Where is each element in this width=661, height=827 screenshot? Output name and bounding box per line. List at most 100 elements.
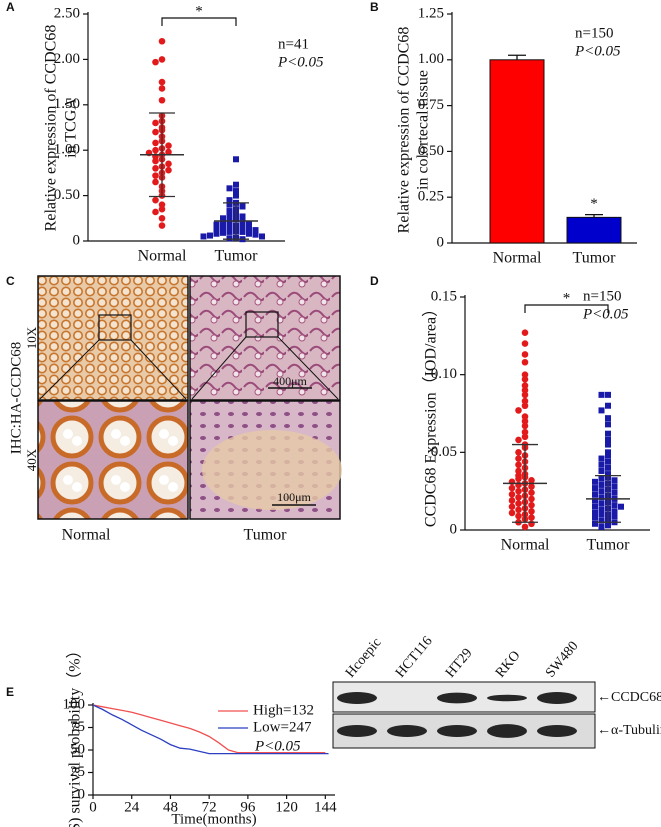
band: [537, 725, 577, 737]
point: [528, 520, 535, 528]
y-axis-label: Relative expression of CCDC68: [43, 25, 60, 232]
point: [611, 483, 618, 490]
x-tick-label: Normal: [138, 248, 187, 265]
point: [605, 391, 611, 398]
sd-bar: [149, 112, 175, 198]
y-tick-label: 2.50: [54, 5, 80, 21]
lane-label: Hcoepic: [343, 635, 384, 680]
annotation: P<0.05: [277, 54, 324, 70]
y-tick-label: 0.10: [431, 366, 457, 382]
point: [515, 500, 522, 507]
point: [233, 192, 239, 199]
point: [252, 231, 259, 238]
point: [598, 391, 605, 398]
point: [200, 233, 207, 240]
point: [233, 188, 239, 195]
point: [213, 230, 220, 237]
panel-label: D: [370, 274, 379, 288]
side-label: IHC:HA-CCDC68: [8, 342, 24, 455]
point: [158, 201, 166, 208]
bracket: [524, 304, 609, 313]
point: [152, 119, 159, 127]
ihc-images: [37, 275, 342, 520]
y-tick-label: 0.05: [431, 444, 457, 460]
point: [611, 489, 618, 496]
point: [592, 509, 598, 516]
point: [605, 430, 611, 437]
band: [387, 725, 427, 737]
point: [515, 455, 522, 462]
point: [515, 512, 522, 520]
y-tick-label: 0: [73, 232, 81, 248]
point: [515, 481, 522, 489]
annotation: n=150: [583, 288, 621, 304]
point: [598, 467, 605, 474]
point: [598, 517, 605, 524]
y-tick-label: 0.50: [54, 187, 80, 203]
y-axis-label: Relative expression of CCDC68: [396, 27, 413, 234]
point: [521, 391, 529, 399]
point: [598, 488, 605, 495]
point: [152, 172, 159, 179]
point: [605, 402, 611, 409]
point: [226, 197, 233, 204]
x-tick-label: 0: [89, 799, 97, 815]
point: [152, 146, 159, 154]
point: [528, 501, 535, 509]
annotation: n=150: [575, 25, 613, 41]
point: [515, 506, 522, 514]
point: [618, 503, 624, 510]
point: [598, 407, 605, 414]
y-axis-label: CCDC68 Expression（IOD/area）: [422, 301, 440, 527]
point: [521, 371, 529, 378]
x-tick-label: Normal: [501, 537, 550, 554]
point: [521, 428, 529, 436]
point: [598, 523, 605, 530]
annotation: P<0.05: [574, 43, 621, 59]
point: [605, 464, 611, 471]
bracket: [161, 17, 237, 26]
band-label: ←CCDC68: [597, 690, 661, 705]
point: [605, 421, 611, 428]
y-tick-label: 0.50: [418, 143, 444, 159]
point: [521, 417, 529, 425]
point: [207, 232, 213, 239]
point: [521, 376, 529, 383]
point: [521, 523, 529, 531]
point: [152, 208, 159, 216]
point: [152, 139, 159, 147]
point: [226, 212, 233, 219]
point: [233, 181, 239, 188]
error-bar: [508, 54, 526, 60]
point: [239, 213, 246, 220]
point: [598, 481, 605, 488]
point: [605, 436, 611, 443]
point: [611, 502, 618, 509]
point: [521, 433, 529, 441]
point: [158, 96, 166, 104]
point: [521, 340, 529, 347]
x-tick-label: 120: [275, 799, 298, 815]
point: [592, 520, 598, 527]
point: [508, 484, 516, 492]
point: [521, 402, 529, 410]
point: [165, 166, 172, 174]
point: [158, 205, 166, 213]
x-tick-label: 72: [202, 799, 217, 815]
point: [239, 224, 246, 231]
significance: *: [590, 196, 598, 212]
panel-label: E: [6, 685, 14, 699]
point: [239, 228, 246, 235]
bar: [566, 216, 622, 244]
point: [239, 203, 246, 210]
point: [158, 215, 166, 222]
point: [611, 513, 618, 520]
survival-line: [92, 704, 326, 754]
point: [528, 508, 535, 515]
point: [515, 449, 522, 456]
point: [158, 85, 166, 92]
point: [515, 407, 522, 414]
point: [605, 471, 611, 478]
lane-label: SW480: [543, 639, 581, 681]
